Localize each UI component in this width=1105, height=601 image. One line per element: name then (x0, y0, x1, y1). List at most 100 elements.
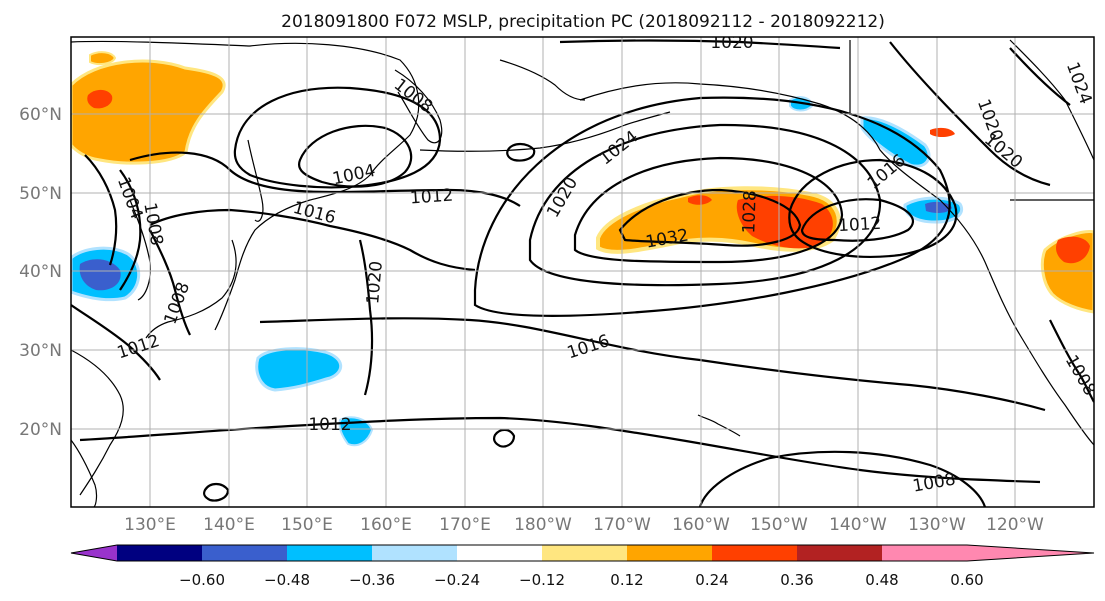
lon-label-140e: 140°E (203, 515, 255, 535)
precip-high-gulf-alaska (736, 195, 833, 249)
precip-high-north-china (87, 89, 113, 109)
lon-label-140w: 140°W (829, 515, 887, 535)
lat-label-50n: 50°N (19, 184, 62, 204)
lon-label-150w: 150°W (750, 515, 808, 535)
isobar-1004-japan (119, 169, 142, 291)
map-title: 2018091800 F072 MSLP, precipitation PC (… (281, 12, 885, 32)
isobar-1020-northeast (889, 41, 1051, 187)
isobar-1008-west-low (233, 86, 442, 189)
isobar-1008-japan-2 (149, 229, 191, 336)
coast-bering (499, 59, 586, 101)
lat-label-20n: 20°N (19, 420, 62, 440)
isobar-1020-high (473, 96, 951, 317)
coastlines (71, 39, 1094, 507)
lon-label-150e: 150°E (281, 515, 333, 535)
precip-strong-negative-japan (79, 259, 121, 291)
contour-label: 1020 (363, 260, 387, 305)
colorbar-segment-4 (372, 545, 457, 561)
isobar-1012-sw (71, 304, 161, 381)
isobar-1012-north (129, 151, 521, 207)
lat-label-60n: 60°N (19, 105, 62, 125)
colorbar-segment-6 (542, 545, 627, 561)
colorbar-tick-label: −0.60 (179, 571, 225, 589)
colorbar-segment-3 (287, 545, 372, 561)
colorbar-tick-label: −0.12 (519, 571, 565, 589)
precip-negative-alaska-coast (860, 116, 931, 168)
lon-label-130e: 130°E (124, 515, 176, 535)
map-frame-bg (71, 37, 1094, 507)
contour-label: 1012 (409, 186, 454, 209)
isobar-1008-southeast (698, 450, 987, 507)
coast-aleutians (419, 111, 671, 152)
colorbar-segment-7 (627, 545, 712, 561)
lon-label-180w: 180°W (514, 515, 572, 535)
coast-sakhalin (247, 139, 264, 222)
colorbar-tick-label: −0.48 (264, 571, 310, 589)
colorbar-tick-label: 0.12 (610, 571, 643, 589)
isobar-1032-high-core (618, 188, 802, 247)
colorbar-tick-label: 0.60 (950, 571, 983, 589)
colorbar-outline (70, 544, 1095, 562)
longitude-labels: 130°E 140°E 150°E 160°E 170°E 180°W 170°… (124, 515, 1044, 535)
colorbar-tick-label: −0.24 (434, 571, 480, 589)
lon-label-160e: 160°E (360, 515, 412, 535)
colorbar-tick-labels: −0.60 −0.48 −0.36 −0.24 −0.12 0.12 0.24 … (179, 571, 984, 589)
colorbar-segment-11 (967, 545, 1094, 561)
coast-china-south (71, 349, 124, 496)
isobar-1008-sw (84, 154, 118, 266)
lon-label-120w: 120°W (986, 515, 1044, 535)
colorbar: −0.60 −0.48 −0.36 −0.24 −0.12 0.12 0.24 … (70, 544, 1095, 589)
colorbar-segment-9 (797, 545, 882, 561)
isobars (71, 39, 1094, 507)
precip-small-top (89, 51, 117, 66)
lon-label-170e: 170°E (439, 515, 491, 535)
lon-label-170w: 170°W (593, 515, 651, 535)
lon-label-160w: 160°W (672, 515, 730, 535)
isobar-1012-south (79, 416, 1041, 484)
coast-alaska (579, 82, 1094, 446)
isobar-low-west-small (506, 142, 536, 162)
colorbar-segment-5 (457, 545, 542, 561)
isobar-1028-high (573, 156, 844, 264)
isobar-1020-top (559, 39, 841, 50)
latitude-labels: 60°N 50°N 40°N 30°N 20°N (19, 105, 62, 440)
colorbar-segment-10 (882, 545, 967, 561)
precip-high-small (688, 195, 712, 205)
coast-philippines (71, 439, 98, 507)
precip-positive-bc-small (930, 127, 955, 137)
precip-negative-small-pacific (338, 416, 374, 447)
colorbar-tick-label: 0.36 (780, 571, 813, 589)
isobar-1004-west-low (298, 124, 413, 188)
contour-label: 1012 (308, 415, 351, 435)
isobar-1016-high (259, 317, 1046, 412)
colorbar-segment-2 (202, 545, 287, 561)
colorbar-segment-0 (71, 545, 117, 561)
precip-negative-area-pacific (255, 347, 343, 392)
isobar-1016-mid (149, 208, 476, 272)
colorbar-tick-label: 0.48 (865, 571, 898, 589)
isobar-low-south-small (492, 428, 516, 448)
lat-label-40n: 40°N (19, 262, 62, 282)
colorbar-tick-label: −0.36 (349, 571, 395, 589)
coast-hawaii (697, 414, 741, 437)
contour-label: 1028 (739, 190, 760, 234)
contour-label: 1020 (710, 33, 753, 53)
isobar-1024-northeast (1009, 47, 1071, 106)
isobar-1020-high-west (358, 239, 374, 396)
isobar-1008-east (1049, 319, 1094, 403)
precip-positive-area-north-china (71, 59, 226, 165)
isobar-low-south-small-2 (202, 482, 230, 502)
lon-label-130w: 130°W (908, 515, 966, 535)
precip-high-us-west (1056, 236, 1090, 264)
coast-asia (71, 40, 420, 331)
colorbar-segment-1 (117, 545, 202, 561)
colorbar-segment-8 (712, 545, 797, 561)
map-frame (70, 36, 1095, 508)
isobar-1012-east-low (800, 198, 914, 242)
coast-japan (145, 239, 237, 339)
colorbar-tick-label: 0.24 (695, 571, 728, 589)
lat-label-30n: 30°N (19, 341, 62, 361)
contour-label: 1012 (838, 214, 882, 236)
gridlines (71, 37, 1094, 507)
